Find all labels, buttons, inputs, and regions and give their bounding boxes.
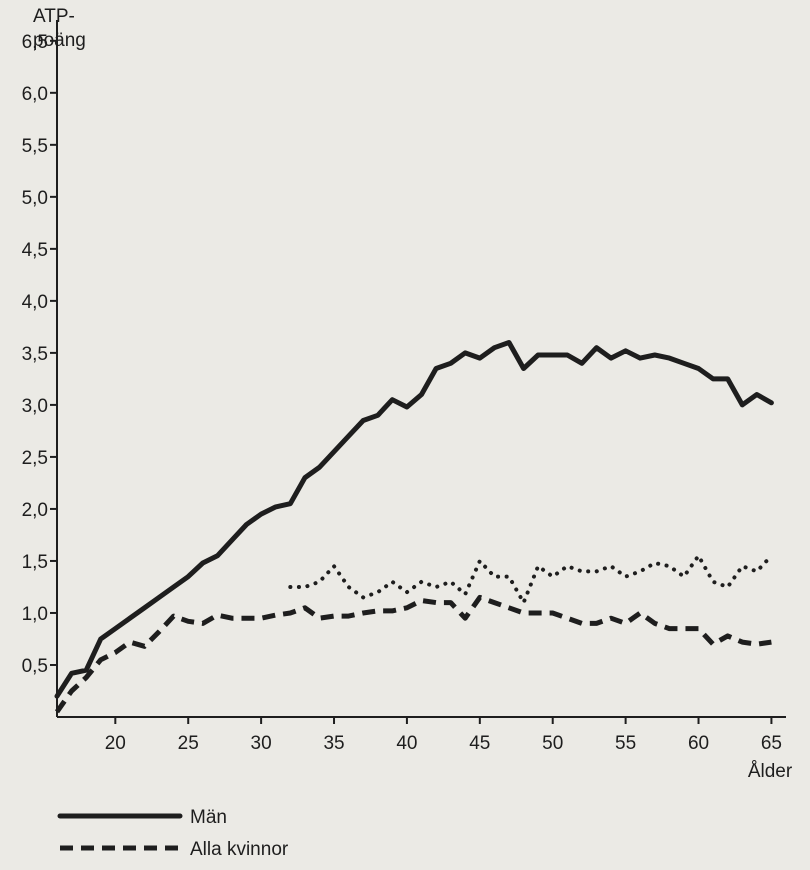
legend-label: Män (190, 807, 227, 828)
y-tick-label: 1,5 (22, 552, 48, 573)
x-axis-title: Ålder (748, 761, 793, 782)
axes: 0,5 1,0 1,5 2,0 2,5 3,0 3,5 4,0 4,5 5,0 5,5 6,0 6,5 2… (22, 6, 793, 782)
x-tick-label: 25 (178, 733, 199, 754)
series-line-solid (54, 340, 774, 699)
series-layer (54, 340, 774, 714)
y-tick-label: 3,0 (22, 396, 48, 417)
y-tick-label: 1,0 (22, 604, 48, 625)
series-line-dotted (288, 553, 774, 605)
x-tick-label: 35 (323, 733, 344, 754)
x-tick-label: 45 (469, 733, 490, 754)
y-tick-label: 5,0 (22, 188, 48, 209)
x-tick-label: 55 (615, 733, 636, 754)
legend-label: Alla kvinnor (190, 839, 289, 860)
x-tick-label: 65 (761, 733, 782, 754)
y-tick-label: 3,5 (22, 344, 48, 365)
x-tick-label: 30 (251, 733, 272, 754)
x-tick-label: 40 (396, 733, 417, 754)
x-tick-label: 20 (105, 733, 126, 754)
series-line-dashed (54, 594, 772, 714)
y-tick-label: 2,0 (22, 500, 48, 521)
y-tick-label: 4,0 (22, 292, 48, 313)
y-tick-label: 6,5 (22, 32, 48, 53)
x-tick-label: 60 (688, 733, 709, 754)
y-tick-label: 5,5 (22, 136, 48, 157)
y-tick-label: 4,5 (22, 240, 48, 261)
y-axis-title: ATP- (33, 6, 75, 27)
y-axis-title: poäng (33, 30, 86, 51)
y-tick-label: 2,5 (22, 448, 48, 469)
y-tick-label: 6,0 (22, 84, 48, 105)
x-tick-label: 50 (542, 733, 563, 754)
y-tick-label: 0,5 (22, 656, 48, 677)
